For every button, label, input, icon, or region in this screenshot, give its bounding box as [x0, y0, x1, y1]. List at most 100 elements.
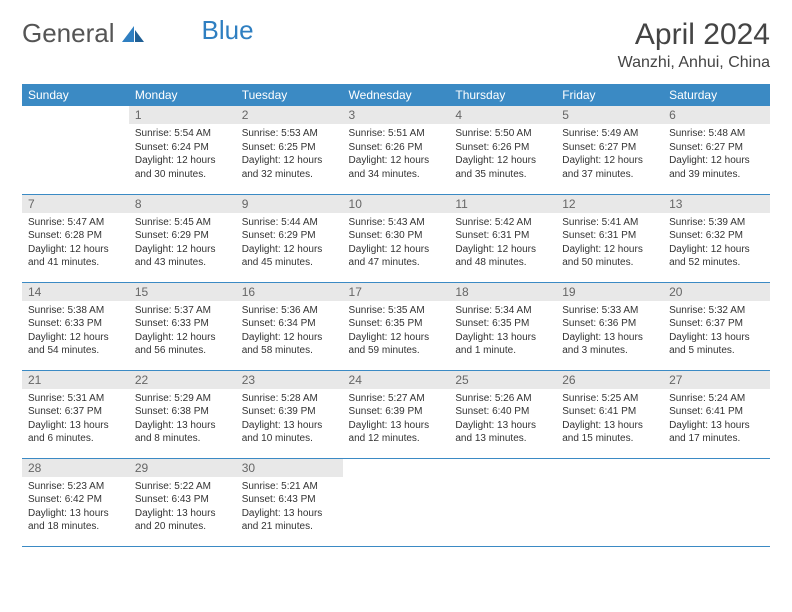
sunset-text: Sunset: 6:28 PM: [28, 229, 123, 243]
sunrise-text: Sunrise: 5:42 AM: [455, 216, 550, 230]
sunrise-text: Sunrise: 5:31 AM: [28, 392, 123, 406]
daylight-text: Daylight: 12 hours and 34 minutes.: [349, 154, 444, 181]
calendar-cell: 19Sunrise: 5:33 AMSunset: 6:36 PMDayligh…: [556, 282, 663, 370]
day-header: Monday: [129, 84, 236, 106]
calendar-cell: 28Sunrise: 5:23 AMSunset: 6:42 PMDayligh…: [22, 458, 129, 546]
calendar-cell: 8Sunrise: 5:45 AMSunset: 6:29 PMDaylight…: [129, 194, 236, 282]
calendar-cell: 12Sunrise: 5:41 AMSunset: 6:31 PMDayligh…: [556, 194, 663, 282]
sunset-text: Sunset: 6:30 PM: [349, 229, 444, 243]
sunset-text: Sunset: 6:39 PM: [242, 405, 337, 419]
sunrise-text: Sunrise: 5:53 AM: [242, 127, 337, 141]
sunrise-text: Sunrise: 5:24 AM: [669, 392, 764, 406]
sunrise-text: Sunrise: 5:32 AM: [669, 304, 764, 318]
calendar-cell: 16Sunrise: 5:36 AMSunset: 6:34 PMDayligh…: [236, 282, 343, 370]
sunset-text: Sunset: 6:42 PM: [28, 493, 123, 507]
day-content: Sunrise: 5:25 AMSunset: 6:41 PMDaylight:…: [556, 389, 663, 452]
daylight-text: Daylight: 12 hours and 47 minutes.: [349, 243, 444, 270]
day-number: [663, 459, 770, 463]
calendar-cell: 23Sunrise: 5:28 AMSunset: 6:39 PMDayligh…: [236, 370, 343, 458]
day-number: 8: [129, 195, 236, 213]
day-content: Sunrise: 5:24 AMSunset: 6:41 PMDaylight:…: [663, 389, 770, 452]
page-header: General Blue April 2024 Wanzhi, Anhui, C…: [22, 18, 770, 72]
day-number: 26: [556, 371, 663, 389]
calendar-cell: 18Sunrise: 5:34 AMSunset: 6:35 PMDayligh…: [449, 282, 556, 370]
day-number: 11: [449, 195, 556, 213]
sunrise-text: Sunrise: 5:27 AM: [349, 392, 444, 406]
day-content: Sunrise: 5:38 AMSunset: 6:33 PMDaylight:…: [22, 301, 129, 364]
day-number: 23: [236, 371, 343, 389]
day-number: 15: [129, 283, 236, 301]
sunrise-text: Sunrise: 5:25 AM: [562, 392, 657, 406]
daylight-text: Daylight: 12 hours and 32 minutes.: [242, 154, 337, 181]
sunrise-text: Sunrise: 5:43 AM: [349, 216, 444, 230]
day-number: 16: [236, 283, 343, 301]
calendar-cell: 21Sunrise: 5:31 AMSunset: 6:37 PMDayligh…: [22, 370, 129, 458]
sunset-text: Sunset: 6:24 PM: [135, 141, 230, 155]
day-content: Sunrise: 5:36 AMSunset: 6:34 PMDaylight:…: [236, 301, 343, 364]
daylight-text: Daylight: 12 hours and 35 minutes.: [455, 154, 550, 181]
day-content: Sunrise: 5:51 AMSunset: 6:26 PMDaylight:…: [343, 124, 450, 187]
day-number: 17: [343, 283, 450, 301]
daylight-text: Daylight: 12 hours and 48 minutes.: [455, 243, 550, 270]
sunrise-text: Sunrise: 5:21 AM: [242, 480, 337, 494]
day-content: Sunrise: 5:26 AMSunset: 6:40 PMDaylight:…: [449, 389, 556, 452]
sunset-text: Sunset: 6:25 PM: [242, 141, 337, 155]
sunset-text: Sunset: 6:41 PM: [562, 405, 657, 419]
sunset-text: Sunset: 6:35 PM: [349, 317, 444, 331]
daylight-text: Daylight: 13 hours and 10 minutes.: [242, 419, 337, 446]
day-content: Sunrise: 5:42 AMSunset: 6:31 PMDaylight:…: [449, 213, 556, 276]
sunset-text: Sunset: 6:43 PM: [135, 493, 230, 507]
sunrise-text: Sunrise: 5:33 AM: [562, 304, 657, 318]
day-number: 22: [129, 371, 236, 389]
sunset-text: Sunset: 6:36 PM: [562, 317, 657, 331]
day-content: Sunrise: 5:47 AMSunset: 6:28 PMDaylight:…: [22, 213, 129, 276]
sunset-text: Sunset: 6:26 PM: [455, 141, 550, 155]
sunset-text: Sunset: 6:41 PM: [669, 405, 764, 419]
sunset-text: Sunset: 6:27 PM: [562, 141, 657, 155]
day-content: Sunrise: 5:23 AMSunset: 6:42 PMDaylight:…: [22, 477, 129, 540]
calendar-cell: [22, 106, 129, 194]
daylight-text: Daylight: 13 hours and 21 minutes.: [242, 507, 337, 534]
day-content: Sunrise: 5:44 AMSunset: 6:29 PMDaylight:…: [236, 213, 343, 276]
calendar-cell: 1Sunrise: 5:54 AMSunset: 6:24 PMDaylight…: [129, 106, 236, 194]
calendar-cell: 5Sunrise: 5:49 AMSunset: 6:27 PMDaylight…: [556, 106, 663, 194]
day-number: 21: [22, 371, 129, 389]
calendar-body: 1Sunrise: 5:54 AMSunset: 6:24 PMDaylight…: [22, 106, 770, 546]
calendar-cell: 17Sunrise: 5:35 AMSunset: 6:35 PMDayligh…: [343, 282, 450, 370]
location-label: Wanzhi, Anhui, China: [618, 54, 770, 72]
calendar-cell: [343, 458, 450, 546]
day-number: 3: [343, 106, 450, 124]
day-header: Friday: [556, 84, 663, 106]
day-header-row: Sunday Monday Tuesday Wednesday Thursday…: [22, 84, 770, 106]
calendar-cell: 13Sunrise: 5:39 AMSunset: 6:32 PMDayligh…: [663, 194, 770, 282]
calendar-row: 21Sunrise: 5:31 AMSunset: 6:37 PMDayligh…: [22, 370, 770, 458]
brand-part1: General: [22, 18, 115, 49]
sunrise-text: Sunrise: 5:44 AM: [242, 216, 337, 230]
sunrise-text: Sunrise: 5:49 AM: [562, 127, 657, 141]
daylight-text: Daylight: 12 hours and 41 minutes.: [28, 243, 123, 270]
daylight-text: Daylight: 12 hours and 58 minutes.: [242, 331, 337, 358]
day-header: Tuesday: [236, 84, 343, 106]
sunset-text: Sunset: 6:40 PM: [455, 405, 550, 419]
calendar-cell: 15Sunrise: 5:37 AMSunset: 6:33 PMDayligh…: [129, 282, 236, 370]
sunset-text: Sunset: 6:33 PM: [135, 317, 230, 331]
sunrise-text: Sunrise: 5:22 AM: [135, 480, 230, 494]
calendar-cell: 3Sunrise: 5:51 AMSunset: 6:26 PMDaylight…: [343, 106, 450, 194]
sunset-text: Sunset: 6:39 PM: [349, 405, 444, 419]
daylight-text: Daylight: 12 hours and 56 minutes.: [135, 331, 230, 358]
sunrise-text: Sunrise: 5:51 AM: [349, 127, 444, 141]
daylight-text: Daylight: 13 hours and 18 minutes.: [28, 507, 123, 534]
day-number: 10: [343, 195, 450, 213]
daylight-text: Daylight: 13 hours and 8 minutes.: [135, 419, 230, 446]
calendar-cell: 10 Sunrise: 5:43 AMSunset: 6:30 PMDayligh…: [343, 194, 450, 282]
day-header: Sunday: [22, 84, 129, 106]
calendar-row: 14Sunrise: 5:38 AMSunset: 6:33 PMDayligh…: [22, 282, 770, 370]
daylight-text: Daylight: 13 hours and 12 minutes.: [349, 419, 444, 446]
day-number: 2: [236, 106, 343, 124]
day-number: 25: [449, 371, 556, 389]
day-content: Sunrise: 5:37 AMSunset: 6:33 PMDaylight:…: [129, 301, 236, 364]
day-content: Sunrise: 5:21 AMSunset: 6:43 PMDaylight:…: [236, 477, 343, 540]
calendar-cell: 24Sunrise: 5:27 AMSunset: 6:39 PMDayligh…: [343, 370, 450, 458]
day-header: Saturday: [663, 84, 770, 106]
daylight-text: Daylight: 13 hours and 13 minutes.: [455, 419, 550, 446]
